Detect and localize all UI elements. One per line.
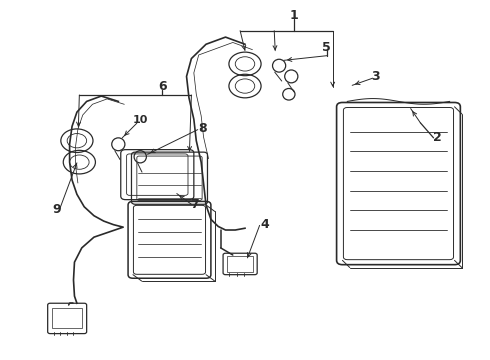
Text: 6: 6 <box>158 80 167 93</box>
Text: 9: 9 <box>52 203 61 216</box>
Text: 8: 8 <box>198 122 207 135</box>
Text: 10: 10 <box>133 115 148 125</box>
Text: 2: 2 <box>433 131 442 144</box>
Text: 4: 4 <box>260 218 269 231</box>
Text: 1: 1 <box>290 9 298 22</box>
Text: 5: 5 <box>322 41 331 54</box>
Bar <box>227 256 253 272</box>
Text: 3: 3 <box>371 70 380 83</box>
Text: 7: 7 <box>191 198 199 211</box>
Bar <box>52 308 82 328</box>
